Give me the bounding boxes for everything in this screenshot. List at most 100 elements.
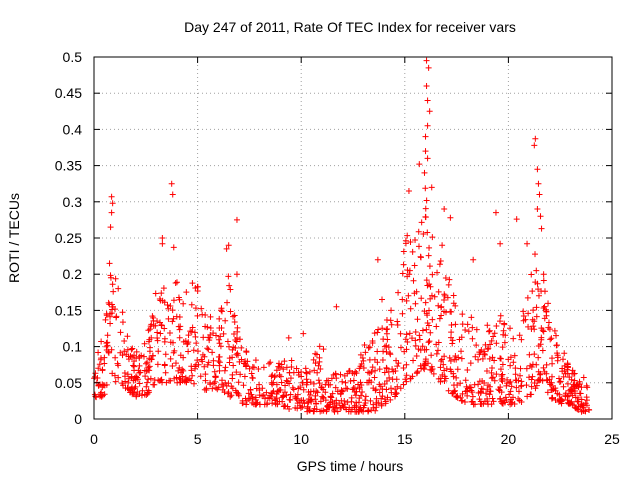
data-point <box>462 326 469 333</box>
data-point <box>235 379 242 386</box>
data-point <box>192 333 199 340</box>
data-point <box>457 380 464 387</box>
data-point <box>202 377 209 384</box>
data-point <box>420 231 427 238</box>
data-point <box>180 354 187 361</box>
data-point <box>362 349 369 356</box>
data-point <box>538 225 545 232</box>
data-point <box>103 310 110 317</box>
data-point <box>144 359 151 366</box>
data-point <box>121 369 128 376</box>
data-point <box>242 363 249 370</box>
data-point <box>471 381 478 388</box>
data-point <box>169 339 176 346</box>
data-point <box>535 376 542 383</box>
data-point <box>159 240 166 247</box>
data-point <box>453 374 460 381</box>
data-point <box>538 334 545 341</box>
data-point <box>119 309 126 316</box>
data-point <box>185 348 192 355</box>
axes: 0 5 10 15 20 25 0 0.05 0.1 0.15 0.2 0.25 0.3 0.35 0.4 0… <box>55 49 620 447</box>
data-point <box>184 341 191 348</box>
y-tick-label: 0.35 <box>55 158 82 174</box>
data-point <box>507 378 514 385</box>
data-point <box>417 253 424 260</box>
data-point <box>437 357 444 364</box>
data-point <box>507 388 514 395</box>
data-point <box>101 382 108 389</box>
data-point <box>358 361 365 368</box>
data-point <box>179 377 186 384</box>
data-point <box>404 273 411 280</box>
data-point <box>256 392 263 399</box>
data-point <box>313 351 320 358</box>
data-point <box>492 209 499 216</box>
data-point <box>245 390 252 397</box>
data-point <box>171 375 178 382</box>
data-point <box>142 373 149 380</box>
data-point <box>580 374 587 381</box>
data-point <box>464 321 471 328</box>
data-point <box>558 400 565 407</box>
data-point <box>447 308 454 315</box>
data-point <box>156 377 163 384</box>
data-point <box>366 344 373 351</box>
data-point <box>234 350 241 357</box>
y-tick-label: 0 <box>74 411 82 427</box>
data-point <box>307 379 314 386</box>
data-point <box>275 360 282 367</box>
data-point <box>233 216 240 223</box>
data-point <box>366 356 373 363</box>
data-point <box>423 326 430 333</box>
y-axis-label: ROTI / TECUs <box>6 193 22 283</box>
data-point <box>318 384 325 391</box>
data-point <box>489 395 496 402</box>
data-point <box>422 205 429 212</box>
data-point <box>379 296 386 303</box>
data-point <box>571 377 578 384</box>
data-point <box>546 376 553 383</box>
data-point <box>233 271 240 278</box>
data-point <box>259 385 266 392</box>
data-point <box>478 346 485 353</box>
data-point <box>175 294 182 301</box>
data-point <box>404 232 411 239</box>
data-point <box>361 342 368 349</box>
data-point <box>413 353 420 360</box>
data-point <box>149 352 156 359</box>
data-point <box>574 398 581 405</box>
data-point <box>369 364 376 371</box>
data-point <box>491 330 498 337</box>
data-point <box>403 331 410 338</box>
data-point <box>194 357 201 364</box>
data-point <box>486 327 493 334</box>
data-point <box>513 384 520 391</box>
data-point <box>467 360 474 367</box>
data-point <box>516 397 523 404</box>
data-point <box>548 373 555 380</box>
data-point <box>479 355 486 362</box>
data-point <box>125 379 132 386</box>
data-point <box>407 305 414 312</box>
data-point <box>375 399 382 406</box>
data-point <box>242 395 249 402</box>
data-point <box>544 389 551 396</box>
data-point <box>502 394 509 401</box>
data-point <box>393 389 400 396</box>
data-point <box>556 375 563 382</box>
data-point <box>293 365 300 372</box>
data-point <box>129 345 136 352</box>
data-point <box>190 380 197 387</box>
data-point <box>507 354 514 361</box>
y-tick-label: 0.4 <box>63 121 83 137</box>
data-point <box>537 370 544 377</box>
data-point <box>536 371 543 378</box>
data-point <box>272 401 279 408</box>
data-point <box>372 387 379 394</box>
data-point <box>416 336 423 343</box>
data-point <box>422 356 429 363</box>
data-point <box>343 406 350 413</box>
data-point <box>583 382 590 389</box>
data-point <box>172 280 179 287</box>
data-point <box>239 400 246 407</box>
